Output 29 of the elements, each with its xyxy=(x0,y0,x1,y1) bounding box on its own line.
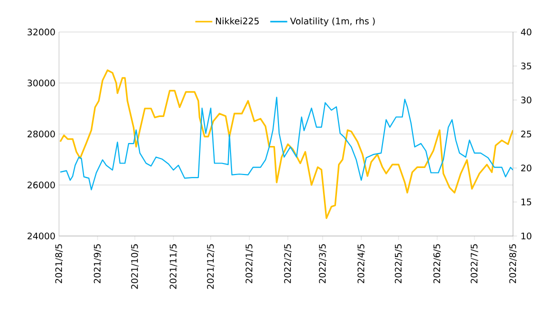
x-tick-label: 2021/9/5 xyxy=(94,244,102,284)
x-tick-label: 2022/3/5 xyxy=(318,244,326,284)
y2-tick-label: 15 xyxy=(522,198,532,206)
y2-tick-label: 30 xyxy=(521,96,532,104)
y-tick-label: 32000 xyxy=(28,28,55,36)
x-tick-label: 2022/6/5 xyxy=(433,244,441,284)
line-series xyxy=(59,69,514,219)
y-tick-label: 24000 xyxy=(28,232,55,240)
y2-tick-label: 40 xyxy=(520,28,532,36)
x-tick-label: 2022/4/5 xyxy=(358,244,365,284)
y2-tick-label: 25 xyxy=(521,130,532,138)
y2-tick-label: 20 xyxy=(521,164,532,172)
y-tick-label: 28000 xyxy=(28,130,55,138)
x-tick-label: 2022/7/5 xyxy=(470,244,478,284)
x-tick-label: 2021/10/5 xyxy=(131,244,139,289)
y-tick-label: 26000 xyxy=(28,182,55,188)
y2-tick-label: 10 xyxy=(522,232,532,240)
legend-label: Volatility (1m, rhs ) xyxy=(290,17,375,26)
x-tick-label: 2022/8/5 xyxy=(509,244,517,284)
x-tick-label: 2022/1/5 xyxy=(246,244,254,284)
x-tick-label: 2021/8/5 xyxy=(55,244,63,284)
legend-label: Nikkei225 xyxy=(216,17,259,24)
y-tick-label: 30000 xyxy=(28,80,55,86)
line-series xyxy=(60,96,514,190)
x-tick-label: 2021/12/5 xyxy=(207,244,214,289)
x-tick-label: 2021/11/5 xyxy=(170,244,178,289)
y2-tick-label: 35 xyxy=(521,62,532,70)
x-tick-label: 2022/5/5 xyxy=(394,244,402,284)
x-tick-label: 2022/2/5 xyxy=(284,244,292,284)
